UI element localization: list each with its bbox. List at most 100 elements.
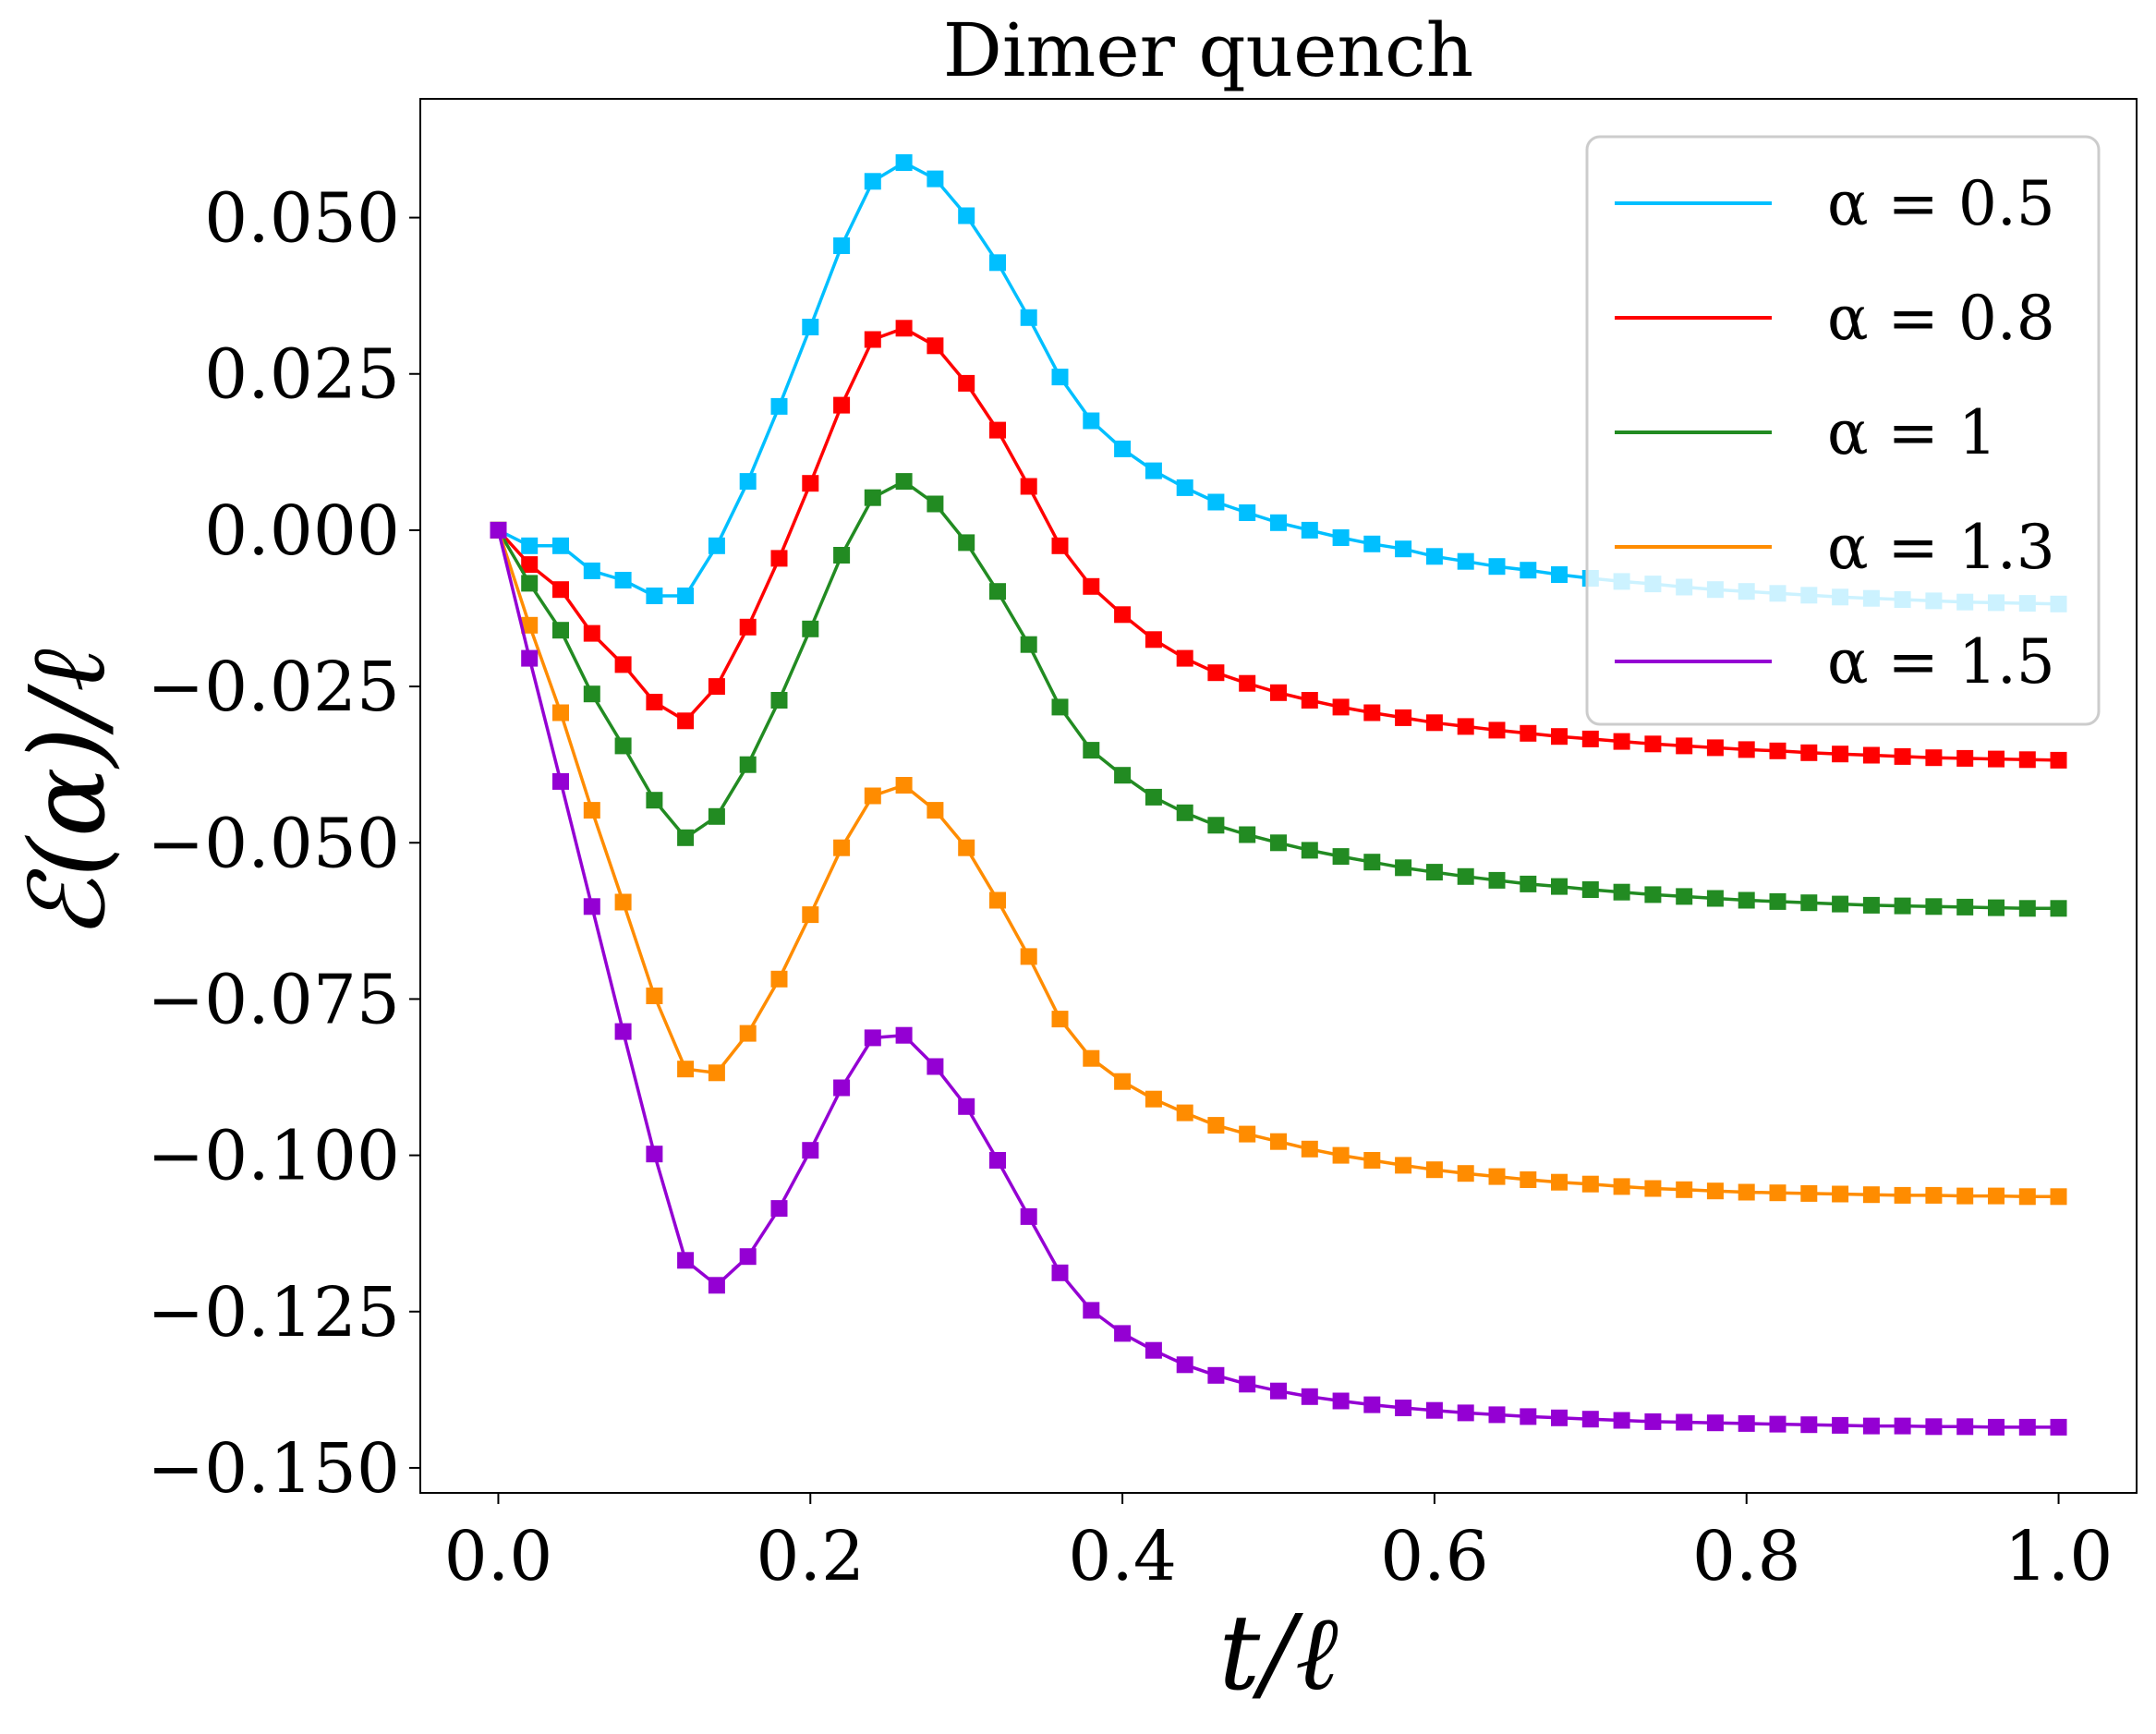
data-point [770, 1200, 788, 1218]
x-axis: 0.0 0.2 0.4 0.6 0.8 1.0 [444, 1493, 2113, 1596]
data-point [1051, 1264, 1069, 1281]
data-point [989, 254, 1006, 272]
data-point [1145, 788, 1162, 806]
data-point [1207, 1117, 1225, 1134]
data-point [927, 802, 944, 819]
data-point [1676, 737, 1693, 755]
data-point [1176, 479, 1193, 496]
data-point [521, 537, 539, 554]
data-point [802, 1142, 819, 1159]
data-point [1956, 1418, 1974, 1436]
data-point [1832, 746, 1849, 763]
data-point [1581, 730, 1599, 747]
data-point [1020, 309, 1037, 326]
data-point [1270, 514, 1287, 531]
data-point [1925, 898, 1943, 916]
data-point [1520, 875, 1537, 892]
data-point [1676, 888, 1693, 905]
y-tick-label: 0.025 [204, 335, 400, 415]
data-point [1239, 674, 1256, 692]
data-point [583, 685, 600, 703]
data-point [895, 473, 913, 491]
data-point [1988, 1187, 2005, 1205]
data-point [1706, 1182, 1724, 1200]
data-point [708, 807, 725, 825]
data-point [1083, 742, 1100, 759]
data-point [989, 891, 1006, 909]
data-point [1457, 867, 1474, 885]
data-point [1145, 631, 1162, 649]
data-point [802, 620, 819, 637]
data-point [864, 787, 881, 805]
legend-label: α = 1.5 [1827, 626, 2055, 697]
data-point [1488, 1406, 1506, 1424]
data-point [1832, 895, 1849, 913]
data-point [864, 173, 881, 190]
data-point [1457, 1404, 1474, 1422]
series-5 [490, 521, 2067, 1436]
data-point [1800, 1416, 1818, 1434]
data-point [770, 397, 788, 415]
data-point [2018, 751, 2036, 769]
data-point [1051, 537, 1069, 554]
data-point [1051, 369, 1069, 386]
data-point [1176, 804, 1193, 821]
y-tick-label: −0.125 [147, 1273, 400, 1352]
data-point [1488, 721, 1506, 739]
legend-item: α = 1.5 [1615, 626, 2055, 697]
data-point [833, 237, 851, 254]
data-point [1738, 1414, 1755, 1432]
data-point [552, 537, 569, 554]
data-point [490, 521, 507, 539]
data-point [614, 572, 632, 588]
data-point [864, 489, 881, 506]
data-point [646, 792, 663, 809]
data-point [1862, 1186, 1880, 1204]
y-tick-label: −0.025 [147, 648, 400, 727]
data-point [1800, 894, 1818, 912]
data-point [1644, 886, 1662, 903]
data-point [614, 893, 632, 911]
data-point [1145, 1090, 1162, 1108]
series-group [490, 154, 2067, 1436]
data-point [1176, 1356, 1193, 1374]
data-point [1207, 817, 1225, 834]
data-point [989, 1152, 1006, 1169]
data-point [583, 562, 600, 579]
data-point [1083, 412, 1100, 430]
data-point [1114, 1073, 1132, 1090]
data-point [583, 898, 600, 916]
data-point [1301, 1388, 1318, 1405]
legend-box [1585, 135, 2101, 726]
data-point [1488, 1168, 1506, 1185]
data-point [1270, 834, 1287, 852]
plot-frame [419, 98, 2138, 1494]
data-point [1051, 698, 1069, 716]
data-point [646, 588, 663, 604]
data-point [1114, 606, 1132, 624]
data-point [1363, 704, 1381, 721]
x-tick-label: 0.4 [1068, 1517, 1177, 1596]
data-point [1613, 883, 1630, 901]
data-point [1114, 440, 1132, 457]
data-point [1988, 1418, 2005, 1436]
data-point [1270, 684, 1287, 701]
data-point [1425, 864, 1443, 881]
data-point [677, 712, 695, 730]
data-point [1676, 1413, 1693, 1431]
data-point [1239, 826, 1256, 843]
data-point [646, 988, 663, 1004]
data-point [1832, 1185, 1849, 1203]
data-point [1769, 1184, 1787, 1202]
data-point [2050, 1418, 2067, 1436]
data-point [864, 1029, 881, 1047]
data-point [739, 1248, 757, 1266]
data-point [2050, 751, 2067, 769]
data-point [1395, 540, 1412, 558]
data-point [1301, 1140, 1318, 1158]
data-point [833, 547, 851, 564]
data-point [1862, 896, 1880, 914]
data-point [521, 556, 539, 574]
legend-item: α = 0.5 [1615, 168, 2055, 239]
